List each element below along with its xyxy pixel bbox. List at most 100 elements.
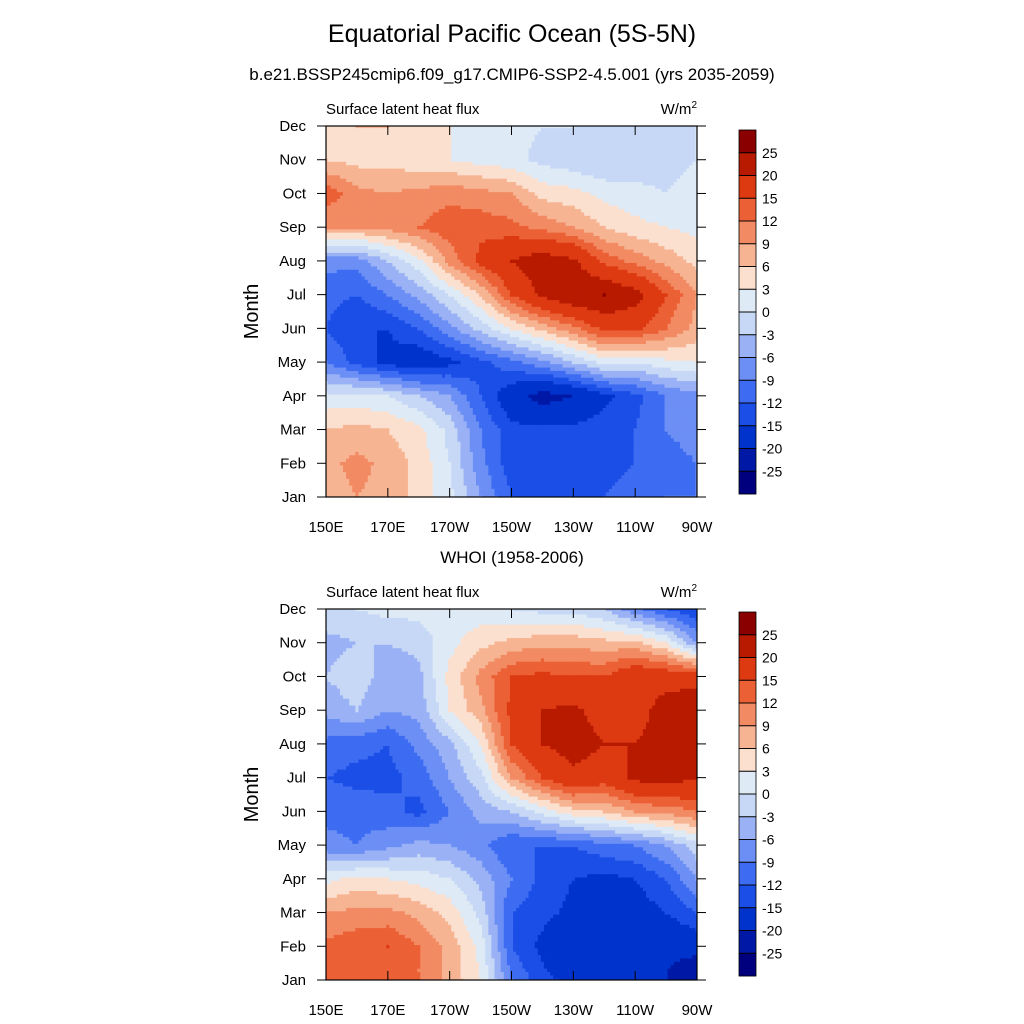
plot1-cell	[506, 424, 511, 429]
plot1-cell	[683, 377, 687, 382]
plot1-cell	[568, 397, 573, 402]
plot1-cell	[386, 370, 390, 375]
plot1-cell	[326, 377, 328, 382]
plot1-cell	[380, 431, 384, 435]
plot1-cell	[389, 468, 393, 473]
plot1-cell	[503, 437, 508, 442]
plot1-cell	[593, 367, 597, 371]
plot1-cell	[398, 458, 403, 462]
plot1-cell	[661, 384, 665, 388]
plot1-cell	[562, 363, 566, 368]
plot1-cell	[343, 421, 347, 425]
plot1-cell	[673, 394, 678, 398]
plot1-cell	[639, 491, 644, 496]
plot1-cell	[639, 411, 644, 415]
plot1-cell	[367, 387, 372, 392]
plot1-cell	[513, 427, 517, 432]
plot1-cell	[608, 461, 613, 466]
plot1-cell	[516, 407, 520, 412]
plot1-cell	[593, 400, 597, 405]
plot1-cell	[352, 471, 356, 476]
plot1-cell	[639, 485, 644, 489]
plot1-cell	[343, 451, 347, 456]
plot1-cell	[525, 464, 529, 469]
plot1-cell	[417, 488, 421, 493]
plot1-cell	[445, 458, 449, 462]
plot1-cell	[658, 414, 662, 419]
plot1-cell	[500, 414, 505, 419]
plot1-cell	[556, 384, 560, 388]
plot1-cell	[562, 390, 566, 395]
plot1-cell	[327, 441, 332, 446]
plot1-cell	[466, 437, 471, 442]
plot1-cell	[373, 384, 378, 388]
plot1-cell	[590, 475, 594, 479]
plot1-cell	[680, 485, 684, 489]
plot1-cell	[673, 387, 678, 392]
plot1-cell	[503, 471, 508, 476]
plot1-cell	[596, 468, 601, 473]
plot1-cell	[574, 384, 579, 388]
plot1-cell	[587, 421, 591, 425]
plot1-cell	[602, 475, 607, 479]
plot1-cell	[633, 384, 638, 388]
plot1-cell	[649, 464, 653, 469]
plot1-cell	[574, 431, 579, 435]
plot1-cell	[423, 394, 427, 398]
plot1-cell	[333, 400, 338, 405]
plot1-cell	[618, 488, 622, 493]
plot1-cell	[432, 475, 437, 479]
plot1-cell	[615, 424, 619, 429]
plot1-cell	[389, 394, 393, 398]
plot1-cell	[587, 377, 591, 382]
plot1-cell	[485, 468, 489, 473]
plot1-cell	[673, 485, 678, 489]
plot1-cell	[333, 404, 338, 409]
plot1-cell	[361, 377, 366, 382]
plot1-cell	[587, 384, 591, 388]
plot1-cell	[615, 485, 619, 489]
plot1-cell	[460, 407, 464, 412]
plot1-cell	[445, 441, 449, 446]
plot1-cell	[528, 461, 532, 466]
plot1-cell	[343, 373, 347, 378]
plot1-cell	[642, 431, 647, 435]
plot1-cell	[479, 407, 483, 412]
plot1-cell	[491, 394, 495, 398]
plot1-cell	[676, 387, 681, 392]
plot1-cell	[596, 485, 601, 489]
plot1-cell	[534, 475, 539, 479]
plot1-cell	[373, 478, 378, 483]
plot1-cell	[389, 377, 393, 382]
plot1-cell	[383, 380, 387, 385]
plot1-cell	[599, 434, 604, 439]
plot1-cell	[664, 387, 669, 392]
plot1-cell	[411, 437, 415, 442]
plot1-cell	[438, 384, 443, 388]
plot1-cell	[624, 390, 628, 395]
plot1-cell	[615, 404, 619, 409]
plot1-cell	[482, 478, 486, 483]
plot1-cell	[367, 404, 372, 409]
plot1-cell	[624, 377, 628, 382]
plot1-cell	[417, 481, 421, 486]
plot1-cell	[482, 451, 486, 456]
plot1-cell	[395, 367, 400, 371]
plot1-cell	[485, 471, 489, 476]
plot1-cell	[661, 461, 665, 466]
plot1-cell	[398, 367, 403, 371]
plot1-cell	[680, 481, 684, 486]
plot1-cell	[574, 481, 579, 486]
plot1-cell	[683, 448, 687, 452]
plot1-cell	[506, 387, 511, 392]
plot1-cell	[330, 495, 335, 498]
plot1-cell	[466, 427, 471, 432]
plot1-cell	[503, 448, 508, 452]
plot1-cell	[590, 414, 594, 419]
plot1-cell	[537, 387, 542, 392]
plot1-cell	[333, 370, 338, 375]
plot1-cell	[639, 431, 644, 435]
plot1-cell	[343, 367, 347, 371]
plot1-cell	[383, 377, 387, 382]
plot1-cell	[525, 441, 529, 446]
